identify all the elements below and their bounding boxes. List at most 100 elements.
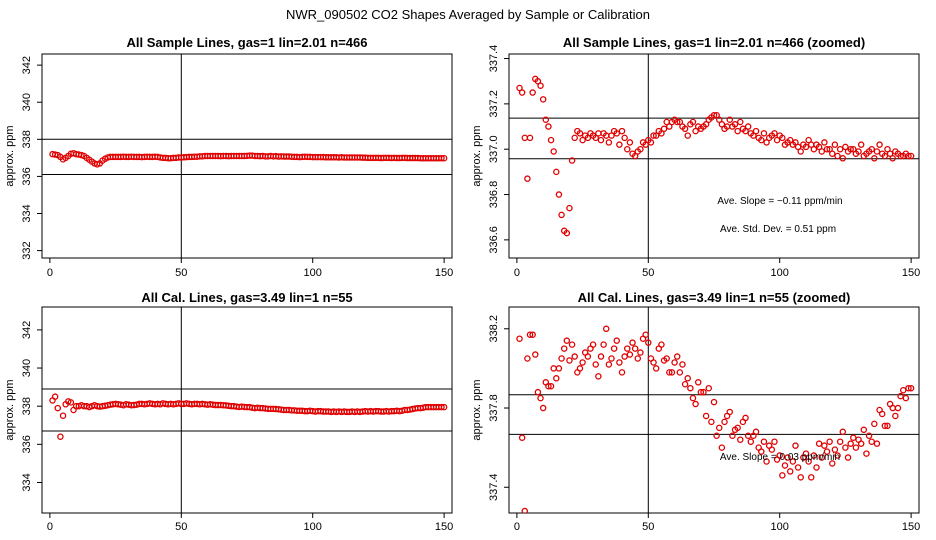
plot-frame	[508, 53, 920, 259]
x-tick-label: 150	[435, 521, 453, 533]
data-point	[67, 399, 75, 406]
data-point	[902, 394, 910, 402]
data-point	[797, 148, 804, 155]
x-tick-label: 50	[175, 267, 187, 279]
data-point	[810, 145, 818, 153]
data-point	[642, 331, 649, 338]
y-tick-label: 336.6	[488, 226, 500, 254]
data-point	[737, 436, 744, 443]
data-point	[526, 134, 534, 142]
y-tick-label: 340	[21, 359, 33, 377]
y-tick-label: 337.0	[488, 135, 500, 163]
data-point	[616, 359, 623, 366]
data-point	[831, 141, 839, 148]
data-point	[829, 460, 836, 467]
data-points	[49, 393, 448, 440]
data-point	[589, 341, 597, 348]
data-point	[658, 130, 665, 137]
data-point	[51, 151, 59, 158]
data-point	[440, 403, 448, 411]
data-point	[521, 134, 529, 142]
x-tick-label: 0	[47, 521, 53, 533]
data-point	[742, 414, 749, 422]
panel-sample-lines-zoomed: All Sample Lines, gas=1 lin=2.01 n=466 (…	[471, 35, 920, 279]
data-point	[566, 204, 573, 212]
y-tick-label: 338	[21, 130, 33, 148]
data-point	[689, 394, 697, 402]
data-point	[726, 408, 734, 416]
panel-cal-lines-zoomed: All Cal. Lines, gas=3.49 lin=1 n=55 (zoo…	[471, 290, 920, 533]
data-point	[616, 141, 623, 148]
data-point	[584, 353, 592, 360]
data-point	[829, 150, 836, 157]
data-point	[652, 132, 660, 139]
annotation-text: Ave. Slope = 0.03 ppm/min	[720, 452, 840, 463]
data-point	[645, 339, 652, 346]
data-point	[897, 152, 904, 160]
data-point	[905, 384, 912, 392]
x-tick-label: 0	[47, 267, 53, 279]
data-point	[697, 388, 705, 396]
data-point	[637, 145, 644, 153]
data-point	[760, 438, 768, 445]
data-point	[529, 89, 536, 96]
data-point	[537, 82, 544, 89]
data-point	[568, 341, 576, 348]
data-point	[595, 130, 602, 137]
data-point	[802, 450, 810, 457]
data-point	[553, 375, 560, 382]
data-point	[592, 361, 599, 368]
y-tick-label: 342	[21, 56, 33, 74]
data-point	[894, 404, 902, 412]
data-point	[710, 111, 718, 119]
data-point	[873, 148, 881, 155]
data-point	[734, 424, 741, 432]
y-tick-label: 334	[21, 204, 33, 222]
data-point	[647, 139, 655, 146]
data-point	[558, 211, 565, 219]
data-point	[742, 127, 749, 135]
data-point	[821, 139, 828, 146]
data-point	[884, 145, 891, 153]
y-tick-label: 338.2	[488, 315, 500, 343]
data-point	[660, 125, 668, 133]
data-point	[737, 118, 744, 126]
data-point	[545, 123, 552, 130]
figure-title: NWR_090502 CO2 Shapes Averaged by Sample…	[286, 7, 650, 22]
data-point	[621, 134, 628, 142]
data-point	[555, 365, 563, 372]
data-point	[771, 438, 778, 445]
data-point	[713, 111, 720, 119]
data-point	[579, 136, 586, 144]
data-point	[534, 77, 542, 85]
data-point	[702, 121, 710, 128]
data-point	[624, 345, 631, 352]
data-point	[747, 438, 755, 445]
data-point	[826, 145, 833, 153]
data-point	[608, 355, 615, 362]
data-point	[815, 143, 823, 151]
data-point	[547, 382, 555, 390]
data-point	[907, 384, 915, 392]
data-point	[605, 361, 613, 368]
y-axis-label: approx. ppm	[4, 125, 16, 186]
data-point	[847, 440, 854, 447]
data-point	[907, 152, 915, 160]
data-point	[597, 136, 605, 144]
data-points	[516, 75, 915, 237]
data-point	[797, 474, 804, 481]
data-point	[626, 139, 634, 146]
y-tick-label: 334	[21, 473, 33, 491]
data-point	[863, 450, 870, 457]
data-point	[676, 369, 684, 376]
data-point	[438, 154, 445, 162]
data-point	[708, 418, 715, 426]
data-point	[794, 464, 802, 471]
data-point	[59, 412, 67, 419]
y-tick-label: 336.8	[488, 181, 500, 209]
data-point	[671, 359, 678, 366]
data-point	[905, 152, 912, 160]
data-point	[810, 452, 818, 459]
data-point	[689, 118, 697, 126]
